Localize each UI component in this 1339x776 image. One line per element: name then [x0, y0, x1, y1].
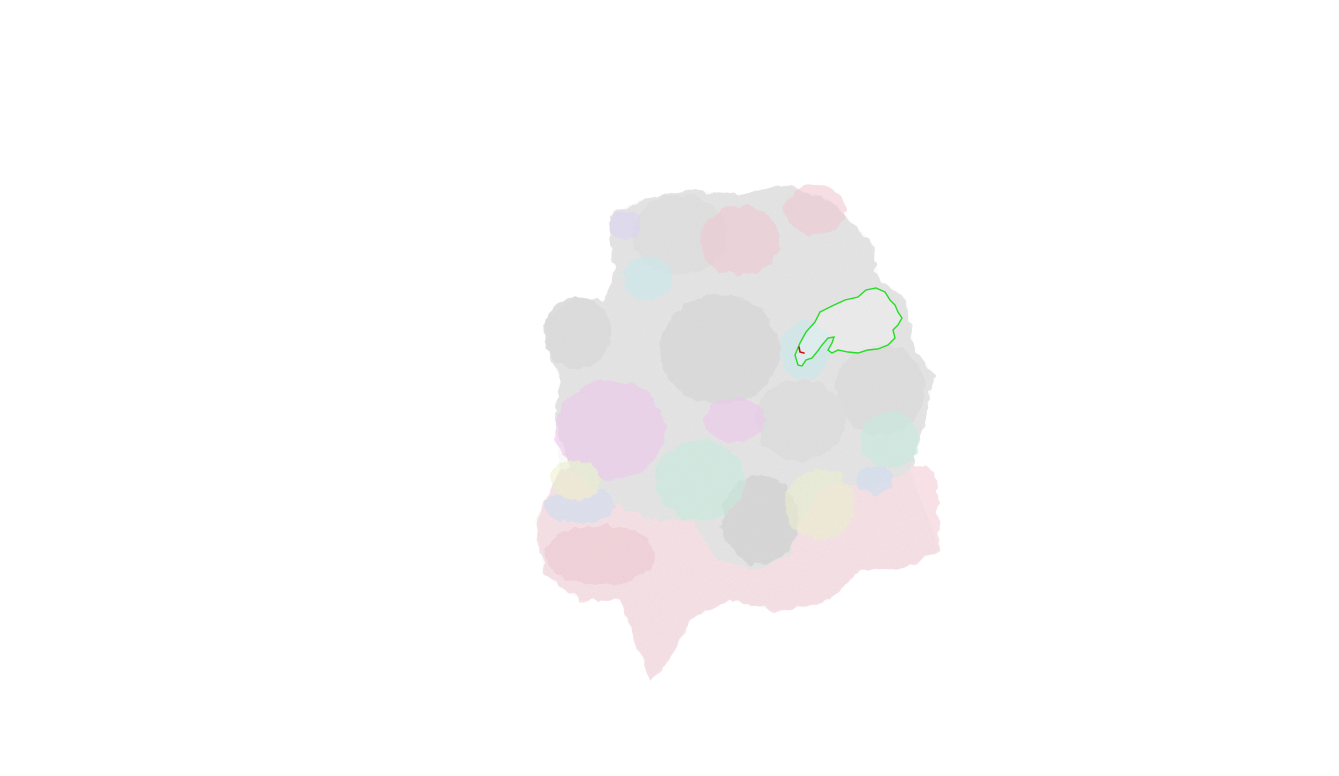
- highlighted-chain-outline[interactable]: [794, 287, 903, 367]
- surface-texture: [535, 185, 940, 680]
- ligand-marker[interactable]: [798, 346, 805, 354]
